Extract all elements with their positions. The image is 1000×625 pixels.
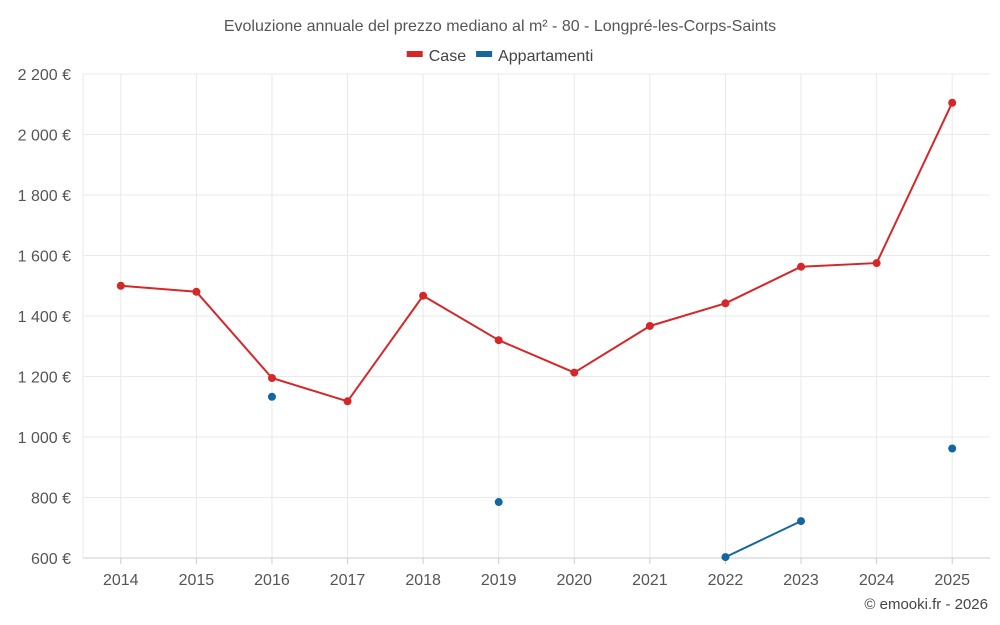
- data-point: [872, 259, 881, 268]
- data-point: [343, 397, 352, 406]
- series-line-segment: [422, 294, 500, 342]
- legend: Case Appartamenti: [406, 48, 593, 65]
- data-point: [419, 291, 428, 300]
- x-tick-label: 2024: [859, 572, 895, 589]
- credit-text: © emooki.fr - 2026: [864, 596, 988, 613]
- data-point: [267, 374, 276, 383]
- series-line-segment: [271, 377, 348, 403]
- y-tick-label: 1 800 €: [18, 188, 71, 205]
- x-tick-label: 2018: [405, 572, 441, 589]
- y-tick-label: 600 €: [31, 551, 71, 568]
- data-point: [797, 262, 806, 271]
- series-line-segment: [195, 291, 273, 379]
- data-point: [494, 498, 503, 507]
- x-tick-label: 2021: [632, 572, 668, 589]
- data-point: [948, 444, 957, 453]
- grid: [82, 73, 990, 559]
- legend-swatch: [476, 51, 493, 57]
- x-tick-label: 2016: [254, 572, 290, 589]
- y-tick-label: 1 400 €: [18, 309, 71, 326]
- series-line-segment: [346, 295, 424, 402]
- x-tick-label: 2023: [783, 572, 819, 589]
- x-tick-label: 2022: [708, 572, 744, 589]
- x-tick-label: 2015: [179, 572, 215, 589]
- data-point: [494, 336, 503, 345]
- legend-label: Appartamenti: [498, 48, 593, 65]
- y-tick-label: 1 200 €: [18, 370, 71, 387]
- x-tick-label: 2014: [103, 572, 139, 589]
- y-tick-label: 2 200 €: [18, 67, 71, 84]
- series-case: [116, 98, 957, 406]
- data-point: [267, 392, 276, 401]
- data-point: [570, 368, 579, 377]
- series-appartamenti: [267, 392, 957, 562]
- y-tick-label: 1 600 €: [18, 249, 71, 266]
- x-tick-label: 2017: [330, 572, 366, 589]
- series: [116, 98, 957, 562]
- series-line-segment: [120, 284, 197, 293]
- data-point: [721, 299, 730, 308]
- y-tick-label: 800 €: [31, 491, 71, 508]
- series-line-segment: [649, 302, 726, 327]
- x-tick-label: 2025: [934, 572, 970, 589]
- x-tick-label: 2020: [556, 572, 592, 589]
- series-line-segment: [875, 102, 954, 264]
- y-tick-label: 1 000 €: [18, 430, 71, 447]
- series-line-segment: [498, 339, 575, 374]
- series-line-segment: [800, 262, 877, 268]
- data-point: [797, 517, 806, 526]
- x-tick-label: 2019: [481, 572, 517, 589]
- axes: 600 € 800 € 1 000 € 1 200 € 1 400 € 1 600 € 1 …: [18, 67, 990, 589]
- data-point: [721, 553, 730, 562]
- data-point: [192, 287, 201, 296]
- chart-title: Evoluzione annuale del prezzo mediano al…: [224, 18, 776, 35]
- legend-label: Case: [429, 48, 466, 65]
- y-tick-label: 2 000 €: [18, 128, 71, 145]
- data-point: [948, 98, 957, 107]
- data-point: [116, 281, 125, 290]
- legend-swatch: [406, 51, 423, 57]
- series-line-segment: [725, 265, 802, 305]
- series-line-segment: [573, 325, 651, 374]
- series-line-segment: [725, 520, 802, 558]
- data-point: [645, 321, 654, 330]
